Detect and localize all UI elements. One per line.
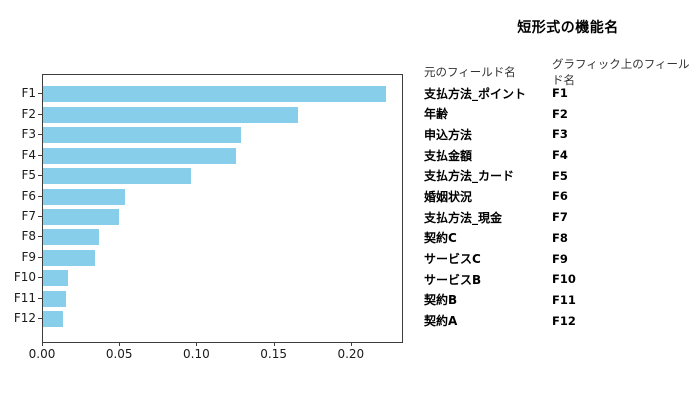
- y-tick-label-f6: F6: [21, 188, 36, 203]
- y-tick-label-f5: F5: [21, 168, 36, 183]
- legend-original-field-name: サービスC: [424, 252, 481, 267]
- y-tick-mark: [38, 216, 42, 217]
- x-tick-mark: [273, 342, 275, 346]
- legend-original-field-name: 年齢: [424, 107, 449, 122]
- x-tick-label-0.10: 0.10: [183, 347, 210, 361]
- legend-header-row: 元のフィールド名 グラフィック上のフィールド名: [424, 57, 698, 87]
- x-tick-mark: [119, 342, 121, 346]
- bar-f5: [43, 168, 192, 185]
- legend-original-field-name: 契約B: [424, 293, 458, 308]
- legend-row-f8: 契約C F8: [424, 228, 698, 249]
- legend-graphic-field-name: F7: [552, 210, 568, 225]
- legend-row-f1: 支払方法_ポイント F1: [424, 83, 698, 104]
- legend-graphic-field-name: F9: [552, 251, 568, 266]
- bar-f9: [43, 249, 96, 266]
- y-tick-mark: [38, 277, 42, 279]
- legend-row-f6: 婚姻状況 F6: [424, 186, 698, 207]
- bar-f8: [43, 229, 99, 246]
- y-tick-label-f3: F3: [21, 127, 36, 142]
- legend-graphic-field-name: F2: [552, 106, 568, 121]
- y-tick-label-f12: F12: [13, 311, 36, 326]
- bar-f6: [43, 188, 125, 205]
- y-tick-label-f8: F8: [21, 229, 36, 244]
- legend-row-f12: 契約A F12: [424, 310, 698, 331]
- legend-original-field-name: 支払方法_現金: [424, 210, 503, 225]
- legend-table: 元のフィールド名 グラフィック上のフィールド名 支払方法_ポイント F1 年齢 F2 申…: [424, 57, 698, 331]
- y-tick-label-f4: F4: [21, 147, 36, 162]
- plot-area: [42, 74, 403, 343]
- x-tick-mark: [42, 342, 43, 346]
- x-tick-mark: [350, 342, 352, 346]
- legend-original-field-name: 契約A: [424, 314, 458, 329]
- legend-row-f10: サービスB F10: [424, 269, 698, 290]
- legend-header-graphic-field: グラフィック上のフィールド名: [552, 57, 690, 88]
- y-tick-mark: [38, 236, 42, 238]
- y-tick-mark: [38, 93, 42, 95]
- legend-original-field-name: 契約C: [424, 231, 457, 246]
- legend-original-field-name: 支払方法_ポイント: [424, 86, 527, 101]
- y-tick-mark: [38, 175, 42, 177]
- legend-header-original-field: 元のフィールド名: [424, 65, 516, 80]
- legend-original-field-name: 支払金額: [424, 148, 473, 163]
- x-tick-label-0.00: 0.00: [28, 347, 56, 361]
- legend-row-f11: 契約B F11: [424, 290, 698, 311]
- legend-graphic-field-name: F5: [552, 168, 568, 183]
- legend-title: 短形式の機能名: [517, 20, 619, 36]
- bar-f4: [43, 147, 236, 164]
- y-tick-mark: [38, 256, 42, 258]
- legend-row-f2: 年齢 F2: [424, 103, 698, 124]
- bar-f2: [43, 106, 298, 123]
- y-tick-mark: [38, 195, 42, 197]
- legend-graphic-field-name: F8: [552, 230, 568, 245]
- y-tick-label-f2: F2: [21, 106, 36, 121]
- legend-graphic-field-name: F3: [552, 127, 568, 142]
- legend-original-field-name: サービスB: [424, 272, 482, 287]
- legend-row-f7: 支払方法_現金 F7: [424, 207, 698, 228]
- legend-graphic-field-name: F12: [552, 313, 576, 328]
- legend-graphic-field-name: F4: [552, 148, 568, 163]
- legend-graphic-field-name: F1: [552, 86, 568, 101]
- y-tick-mark: [38, 154, 42, 156]
- legend-graphic-field-name: F10: [552, 272, 576, 287]
- legend-row-f9: サービスC F9: [424, 248, 698, 269]
- legend-original-field-name: 申込方法: [424, 127, 473, 142]
- y-tick-label-f7: F7: [21, 209, 36, 223]
- legend-rows: 支払方法_ポイント F1 年齢 F2 申込方法 F3 支払金額 F4 支払方法_カード F5 婚姻状…: [424, 83, 698, 331]
- y-tick-label-f10: F10: [13, 270, 36, 285]
- bar-f10: [43, 270, 68, 287]
- bar-f7: [43, 209, 119, 225]
- x-tick-label-0.20: 0.20: [337, 347, 365, 361]
- y-tick-mark: [38, 318, 42, 320]
- legend-row-f5: 支払方法_カード F5: [424, 165, 698, 186]
- y-tick-label-f9: F9: [21, 249, 36, 264]
- legend-graphic-field-name: F6: [552, 189, 568, 204]
- y-tick-label-f1: F1: [21, 86, 36, 101]
- legend-row-f3: 申込方法 F3: [424, 124, 698, 145]
- y-tick-mark: [38, 134, 42, 136]
- y-tick-label-f11: F11: [13, 290, 36, 305]
- legend-graphic-field-name: F11: [552, 292, 576, 307]
- bar-f11: [43, 290, 67, 307]
- x-tick-label-0.05: 0.05: [105, 347, 133, 361]
- bar-f3: [43, 127, 241, 144]
- bar-f1: [43, 86, 386, 103]
- x-tick-mark: [196, 342, 198, 346]
- legend-original-field-name: 婚姻状況: [424, 189, 473, 204]
- legend-original-field-name: 支払方法_カード: [424, 169, 515, 184]
- legend-row-f4: 支払金額 F4: [424, 145, 698, 166]
- x-tick-label-0.15: 0.15: [260, 347, 287, 361]
- y-tick-mark: [38, 297, 42, 299]
- bar-f12: [43, 311, 64, 328]
- y-tick-mark: [38, 113, 42, 115]
